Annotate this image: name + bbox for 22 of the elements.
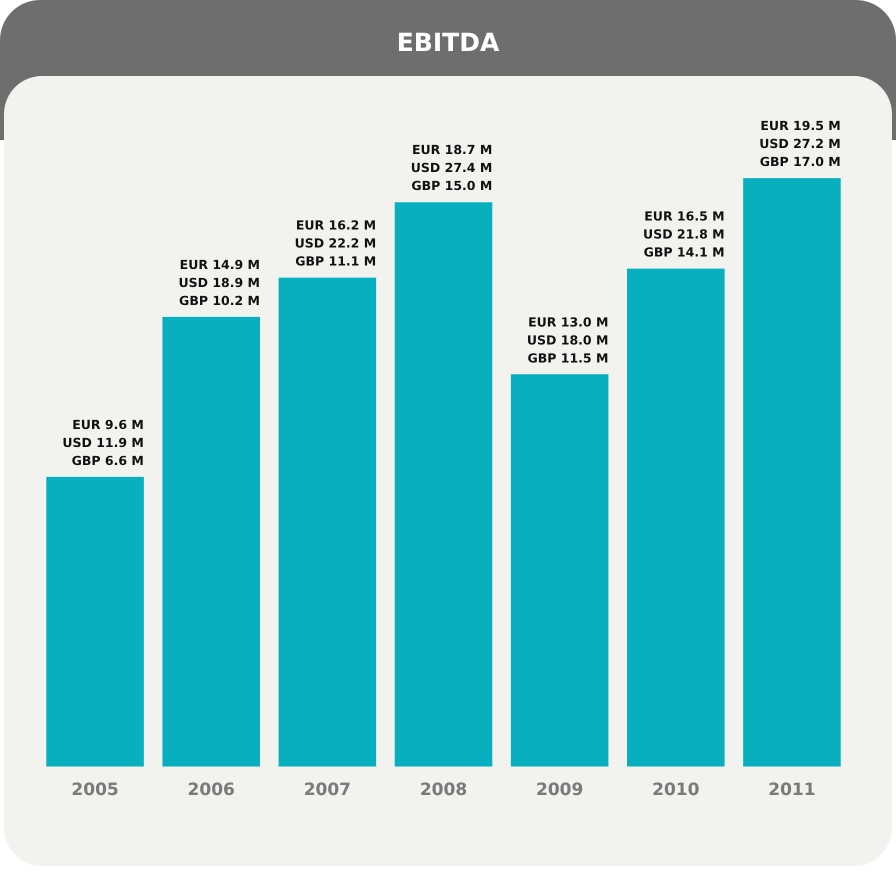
x-tick-label: 2008 — [420, 780, 468, 800]
bar — [627, 268, 725, 767]
bar — [394, 202, 492, 767]
x-tick-label: 2011 — [768, 780, 816, 800]
bar — [278, 278, 376, 767]
x-tick-label: 2010 — [652, 780, 700, 800]
bar — [46, 476, 144, 767]
x-tick-label: 2005 — [71, 780, 119, 800]
data-label: EUR 14.9 M USD 18.9 M GBP 10.2 M — [178, 256, 260, 308]
data-label: EUR 9.6 M USD 11.9 M GBP 6.6 M — [62, 416, 144, 468]
data-label: EUR 13.0 M USD 18.0 M GBP 11.5 M — [526, 314, 608, 366]
data-label: EUR 18.7 M USD 27.4 M GBP 15.0 M — [410, 142, 492, 194]
bar — [743, 178, 841, 767]
data-label: EUR 19.5 M USD 27.2 M GBP 17.0 M — [759, 118, 841, 170]
x-tick-label: 2007 — [304, 780, 352, 800]
x-tick-label: 2009 — [536, 780, 584, 800]
chart-title: EBITDA — [396, 28, 500, 57]
bar — [162, 316, 260, 767]
bar — [510, 374, 608, 767]
data-label: EUR 16.5 M USD 21.8 M GBP 14.1 M — [643, 208, 725, 260]
data-label: EUR 16.2 M USD 22.2 M GBP 11.1 M — [294, 218, 376, 269]
x-tick-label: 2006 — [188, 780, 235, 800]
